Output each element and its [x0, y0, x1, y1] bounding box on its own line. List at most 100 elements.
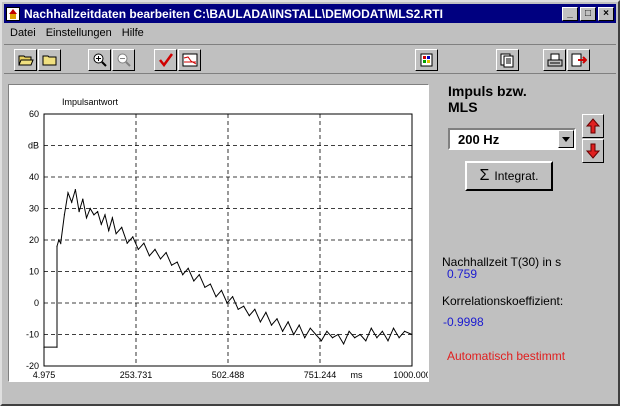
band-down-button[interactable] [582, 139, 604, 163]
check-icon [158, 53, 173, 67]
data-point [93, 214, 95, 216]
band-up-button[interactable] [582, 114, 604, 138]
y-tick-label: 10 [29, 267, 39, 277]
data-point [343, 343, 345, 345]
close-button[interactable]: × [598, 6, 614, 21]
data-point [63, 214, 65, 216]
copy-button[interactable] [496, 49, 519, 71]
menu-hilfe[interactable]: Hilfe [121, 27, 144, 39]
x-axis-unit: ms [351, 370, 363, 380]
y-tick-label: -10 [26, 330, 39, 340]
data-point [43, 346, 45, 348]
y-tick-label: 40 [29, 172, 39, 182]
x-tick-label: 4.975 [33, 370, 56, 380]
zoom-out-button[interactable] [112, 49, 135, 71]
data-point [404, 330, 406, 332]
menu-bar: Datei Einstellungen Hilfe [4, 24, 616, 42]
data-point [259, 321, 261, 323]
window-title: Nachhallzeitdaten bearbeiten C:\BAULADA\… [24, 6, 443, 21]
reverb-time-label: Nachhallzeit T(30) in s [442, 255, 562, 269]
data-point [132, 236, 134, 238]
panel-heading-line1: Impuls bzw. [448, 83, 527, 99]
data-point [226, 302, 228, 304]
palette-button[interactable] [415, 49, 438, 71]
data-point [60, 242, 62, 244]
menu-einstellungen[interactable]: Einstellungen [45, 27, 112, 39]
x-tick-label: 253.731 [120, 370, 153, 380]
data-point [232, 296, 234, 298]
curve-button[interactable] [178, 49, 201, 71]
open-folder-icon [17, 55, 34, 66]
zoom-in-button[interactable] [88, 49, 111, 71]
auto-determined-label: Automatisch bestimmt [447, 349, 566, 363]
data-point [82, 198, 84, 200]
data-point [331, 337, 334, 339]
panel-heading-line2: MLS [448, 99, 478, 115]
data-point [309, 327, 311, 329]
integrate-label: Integrat. [494, 169, 539, 183]
maximize-button[interactable]: □ [580, 6, 596, 21]
integrate-button[interactable]: Σ Integrat. [465, 161, 553, 191]
data-point [365, 340, 367, 342]
data-point [348, 330, 350, 332]
open-folder-button[interactable] [14, 49, 37, 71]
data-point [108, 230, 110, 232]
title-bar: Nachhallzeitdaten bearbeiten C:\BAULADA\… [4, 4, 616, 23]
data-point [58, 239, 60, 241]
zoom-out-icon [117, 53, 131, 67]
data-point [254, 308, 256, 310]
zoom-in-icon [93, 53, 107, 67]
x-tick-label: 751.244 [304, 370, 337, 380]
data-point [270, 324, 273, 326]
correlation-label: Korrelationskoeffizient: [442, 294, 564, 308]
data-point [370, 327, 372, 329]
curve-icon [182, 53, 197, 67]
print-button[interactable] [543, 49, 566, 71]
data-point [265, 311, 267, 313]
data-point [287, 321, 289, 323]
folder-button[interactable] [38, 49, 61, 71]
chart-svg: Impulsantwort 60 dB 40 30 20 10 0 -10 -204.975 25… [26, 97, 428, 380]
frequency-band-select[interactable]: 200 Hz [448, 128, 576, 150]
data-point [282, 330, 284, 332]
sigma-icon: Σ [479, 167, 490, 184]
y-tick-label: dB [28, 141, 39, 151]
exit-button[interactable] [567, 49, 590, 71]
data-point [304, 337, 306, 339]
minimize-button[interactable]: _ [562, 6, 578, 21]
reverb-time-value: 0.759 [447, 267, 478, 281]
palette-icon [420, 53, 432, 66]
data-point [187, 267, 189, 269]
y-tick-label: 0 [34, 298, 39, 308]
data-point [204, 286, 206, 288]
data-point [293, 333, 295, 336]
y-tick-label: 30 [29, 204, 39, 214]
exit-icon [571, 53, 587, 66]
data-point [387, 340, 389, 342]
data-point [154, 248, 156, 250]
data-point [276, 318, 278, 320]
app-house-icon[interactable] [6, 6, 20, 21]
toolbar [4, 44, 616, 74]
chart-title: Impulsantwort [62, 97, 119, 107]
data-point [137, 248, 139, 250]
menu-datei[interactable]: Datei [10, 27, 36, 39]
accept-button[interactable] [154, 49, 177, 71]
impulse-response-chart: Impulsantwort 60 dB 40 30 20 10 0 -10 -20 4.975 25… [8, 84, 429, 382]
data-point [56, 346, 58, 348]
data-point [89, 207, 91, 210]
arrow-down-icon [585, 143, 601, 159]
data-point [326, 330, 328, 332]
data-point [182, 274, 184, 276]
chevron-down-icon[interactable] [558, 130, 574, 148]
data-point [111, 217, 113, 219]
data-point [100, 223, 102, 225]
data-point [176, 261, 178, 263]
data-point [411, 333, 413, 336]
data-point [320, 340, 322, 342]
arrow-up-icon [585, 118, 601, 134]
y-tick-label: 60 [29, 109, 39, 119]
data-point [198, 274, 200, 276]
frequency-band-value: 200 Hz [458, 132, 500, 147]
